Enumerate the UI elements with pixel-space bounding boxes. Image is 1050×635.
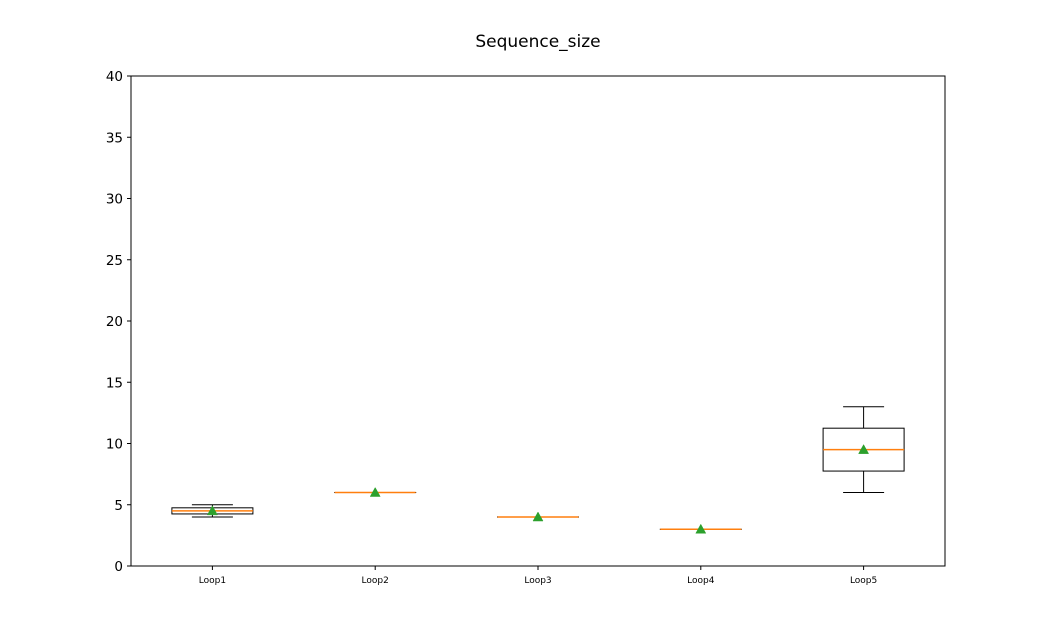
y-tick-label: 15 [106,375,123,391]
y-tick-label: 0 [114,559,123,575]
mean-marker [858,444,870,454]
box-group-loop3 [497,511,579,522]
y-tick-label: 35 [106,130,123,146]
x-tick-label: Loop5 [850,576,877,586]
plot-area-frame [130,75,946,567]
box-group-loop2 [334,486,417,497]
plot-marks [171,406,905,534]
y-tick-label: 20 [106,314,123,330]
mean-marker [206,505,218,516]
mean-marker [532,511,544,522]
box-group-loop5 [822,406,905,493]
chart-title: Sequence_size [475,32,600,52]
y-tick-label: 25 [106,253,123,269]
mean-marker [695,523,707,534]
y-tick-label: 30 [106,192,123,208]
y-tick-label: 40 [106,69,123,85]
box-group-loop4 [659,523,742,534]
y-tick-label: 5 [114,498,123,514]
x-tick-label: Loop4 [687,576,715,586]
x-tick-label: Loop3 [524,576,551,586]
x-tick-label: Loop1 [199,576,226,586]
box-group-loop1 [171,504,254,518]
x-tick-label: Loop2 [362,576,389,586]
x-axis: Loop1 Loop2 Loop3 Loop4 Loop5 [199,566,877,586]
y-tick-label: 10 [106,437,123,453]
y-axis: 0 5 10 15 20 25 30 35 40 [106,69,131,575]
mean-marker [369,486,381,497]
